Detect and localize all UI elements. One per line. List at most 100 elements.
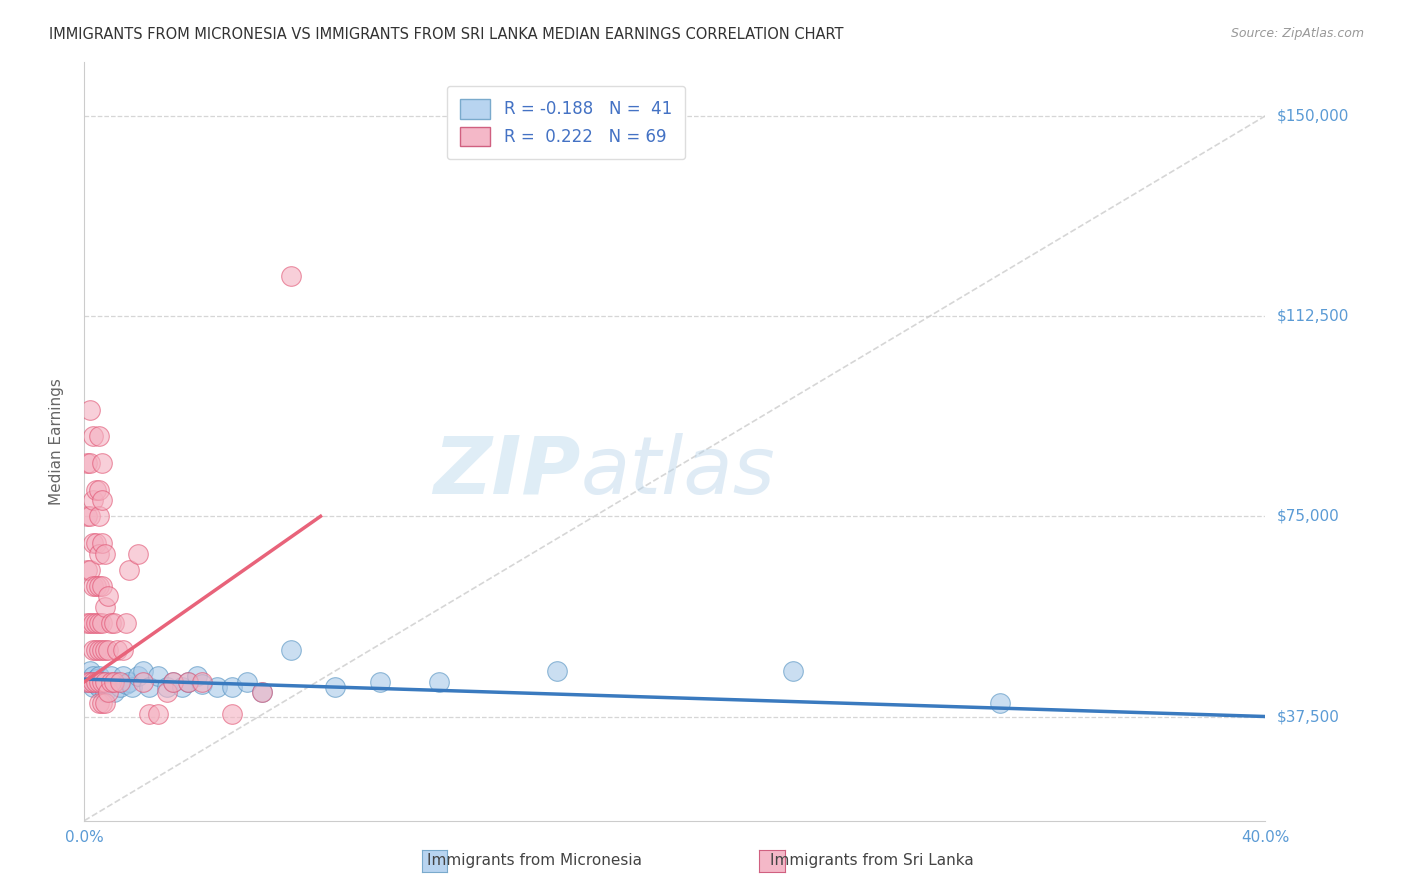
Point [87,674,111,689]
Point [84,483,107,497]
Point [79,456,101,470]
Point [91,674,114,689]
Point [82,674,104,689]
Point [91,642,114,657]
Point [87,642,111,657]
Text: $112,500: $112,500 [1277,309,1348,324]
Point [76,674,98,689]
Point [177,674,200,689]
Point [177,674,200,689]
Point [87,680,111,694]
Point [97,685,120,699]
Point [91,616,114,631]
Point [87,547,111,561]
Point [94,685,117,699]
Point [82,616,104,631]
Point [76,456,98,470]
Point [118,674,141,689]
Point [82,680,104,694]
Point [97,677,120,691]
Point [191,677,214,691]
Point [121,680,143,694]
Point [87,509,111,524]
Point [94,674,117,689]
Point [186,669,208,683]
Point [156,680,179,694]
Point [82,669,104,683]
Point [94,674,117,689]
Point [94,642,117,657]
Point [84,674,107,689]
Point [82,642,104,657]
Text: ZIP: ZIP [433,433,581,511]
Point [84,642,107,657]
Point [76,616,98,631]
Point [207,680,229,694]
Point [79,402,101,417]
Point [191,674,214,689]
Point [280,642,302,657]
Point [87,696,111,710]
Text: $75,000: $75,000 [1277,508,1340,524]
Point [250,685,273,699]
Point [82,493,104,508]
Point [111,642,134,657]
Point [114,677,136,691]
Point [94,600,117,615]
Point [76,509,98,524]
Point [91,579,114,593]
Point [79,509,101,524]
Point [127,669,149,683]
Point [76,563,98,577]
Point [162,674,184,689]
Point [118,563,141,577]
Text: $150,000: $150,000 [1277,108,1348,123]
Point [87,669,111,683]
Text: Immigrants from Micronesia: Immigrants from Micronesia [427,854,641,868]
Point [100,669,122,683]
Point [91,536,114,550]
Point [94,696,117,710]
Point [84,672,107,686]
Point [84,579,107,593]
Text: Immigrants from Sri Lanka: Immigrants from Sri Lanka [770,854,973,868]
Text: $37,500: $37,500 [1277,709,1340,724]
Point [105,642,128,657]
Point [162,674,184,689]
Point [105,674,128,689]
Legend: R = -0.188   N =  41, R =  0.222   N = 69: R = -0.188 N = 41, R = 0.222 N = 69 [447,86,685,160]
Point [79,674,101,689]
Point [782,664,804,678]
Point [84,536,107,550]
Point [87,616,111,631]
Point [280,268,302,283]
Point [325,680,347,694]
Point [84,677,107,691]
Point [250,685,273,699]
Point [368,674,391,689]
Point [79,616,101,631]
Text: IMMIGRANTS FROM MICRONESIA VS IMMIGRANTS FROM SRI LANKA MEDIAN EARNINGS CORRELAT: IMMIGRANTS FROM MICRONESIA VS IMMIGRANTS… [49,27,844,42]
Text: Source: ZipAtlas.com: Source: ZipAtlas.com [1230,27,1364,40]
Point [91,674,114,689]
Point [97,590,120,604]
Point [91,696,114,710]
Point [170,680,193,694]
Text: atlas: atlas [581,433,775,511]
Point [148,706,170,721]
Point [156,685,179,699]
Point [91,456,114,470]
Point [97,642,120,657]
Point [82,579,104,593]
Point [148,669,170,683]
Point [114,616,136,631]
Point [546,664,568,678]
Point [76,674,98,689]
Point [138,706,160,721]
Point [221,680,243,694]
Point [103,685,125,699]
Point [132,664,155,678]
Point [84,616,107,631]
Point [111,669,134,683]
Point [100,616,122,631]
